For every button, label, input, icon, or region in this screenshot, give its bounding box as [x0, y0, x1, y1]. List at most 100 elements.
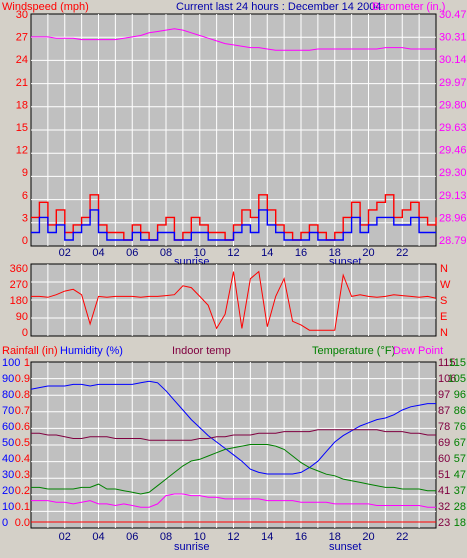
temperature-ticks: 115 105 96 86 76 67 57 47 37 28 18 [448, 357, 466, 529]
indoor-temp-tick: 51 [438, 469, 450, 481]
humidity-tick: 0 [2, 517, 8, 529]
temperature-tick: 67 [454, 437, 466, 449]
direction-degree-ticks: 360 270 180 90 0 [10, 263, 28, 339]
temperature-tick: 96 [454, 389, 466, 401]
direction-compass-tick: W [440, 279, 451, 291]
bottom-time-tick: 12 [227, 531, 239, 543]
indoor-temp-tick: 41 [438, 485, 450, 497]
barometer-tick: 30.47 [439, 9, 467, 21]
top-time-tick: 16 [295, 247, 307, 259]
humidity-tick: 30 [2, 469, 14, 481]
rainfall-tick: 0.1 [15, 501, 30, 513]
barometer-tick: 30.14 [439, 54, 467, 66]
temperature-series [31, 444, 436, 495]
indoor-temp-tick: 97 [438, 389, 450, 401]
windspeed-tick: 15 [16, 122, 28, 134]
windspeed-tick: 30 [16, 9, 28, 21]
indoor-temp-tick: 23 [438, 517, 450, 529]
top-time-ticks: 02 04 06 08 10 12 14 16 18 20 22 [59, 247, 409, 259]
bottom-time-tick: 18 [329, 531, 341, 543]
barometer-tick: 30.31 [439, 32, 467, 44]
barometer-tick: 29.63 [439, 122, 467, 134]
indoor-temp-tick: 32 [438, 501, 450, 513]
indoor-temp-tick: 106 [438, 373, 456, 385]
barometer-axis-label: Barometer (in.) [372, 1, 445, 13]
barometer-tick: 28.79 [439, 235, 467, 247]
direction-degree-tick: 360 [10, 263, 28, 275]
rainfall-tick: 0.8 [15, 389, 30, 401]
barometer-tick: 29.97 [439, 77, 467, 89]
windspeed-tick: 0 [22, 235, 28, 247]
temperature-axis-label: Temperature (°F) [312, 345, 395, 357]
bottom-time-tick: 02 [59, 531, 71, 543]
direction-compass-tick: N [440, 263, 448, 275]
humidity-tick: 40 [2, 453, 14, 465]
windspeed-tick: 9 [22, 167, 28, 179]
indoor-temp-tick: 78 [438, 421, 450, 433]
top-time-tick: 20 [362, 247, 374, 259]
rainfall-tick: 0.4 [15, 453, 30, 465]
windspeed-tick: 3 [22, 212, 28, 224]
direction-degree-tick: 270 [10, 279, 28, 291]
top-time-tick: 10 [194, 247, 206, 259]
humidity-tick: 90 [2, 373, 14, 385]
windspeed-tick: 6 [22, 190, 28, 202]
temperature-tick: 86 [454, 405, 466, 417]
bottom-series [30, 380, 436, 523]
bottom-time-tick: 16 [295, 531, 307, 543]
humidity-tick: 20 [2, 485, 14, 497]
barometer-ticks: 30.47 30.31 30.14 29.97 29.80 29.63 29.46 29.30… [439, 9, 467, 247]
windspeed-axis-label: Windspeed (mph) [2, 1, 89, 13]
wind-barometer-panel: Windspeed (mph) Current last 24 hours : … [2, 1, 467, 268]
humidity-tick: 80 [2, 389, 14, 401]
windspeed-tick: 12 [16, 145, 28, 157]
rainfall-ticks: 1 0.9 0.8 0.7 0.6 0.5 0.4 0.3 0.2 0.1 0.0 [15, 357, 30, 529]
temperature-tick: 28 [454, 501, 466, 513]
windspeed-tick: 18 [16, 99, 28, 111]
mid-grid [31, 264, 436, 336]
top-time-tick: 08 [160, 247, 172, 259]
indoor-temp-tick: 69 [438, 437, 450, 449]
temperature-tick: 115 [448, 357, 466, 369]
windspeed-tick: 27 [16, 32, 28, 44]
rainfall-tick: 0.7 [15, 405, 30, 417]
humidity-tick: 60 [2, 421, 14, 433]
bottom-sunrise-label: sunrise [174, 541, 209, 553]
windspeed-tick: 24 [16, 54, 28, 66]
indoor-temp-series [31, 429, 436, 441]
rainfall-tick: 0.9 [15, 373, 30, 385]
wind-direction-series [31, 270, 437, 331]
temperature-tick: 57 [454, 453, 466, 465]
rainfall-tick: 0.3 [15, 469, 30, 481]
bot-grid [31, 362, 436, 528]
top-time-tick: 18 [329, 247, 341, 259]
rainfall-tick: 0.6 [15, 421, 30, 433]
barometer-tick: 29.13 [439, 190, 467, 202]
temperature-tick: 37 [454, 485, 466, 497]
barometer-tick: 29.30 [439, 167, 467, 179]
indoor-temp-tick: 115 [438, 357, 456, 369]
top-time-tick: 02 [59, 247, 71, 259]
barometer-series [31, 28, 436, 51]
bottom-sunset-label: sunset [329, 541, 361, 553]
direction-compass-tick: S [440, 295, 447, 307]
humidity-tick: 70 [2, 405, 14, 417]
top-time-tick: 12 [227, 247, 239, 259]
bottom-time-ticks: 02 04 06 08 10 12 14 16 18 20 22 [59, 531, 409, 543]
bottom-time-tick: 14 [261, 531, 273, 543]
humidity-tick: 10 [2, 501, 14, 513]
rainfall-tick: 0.2 [15, 485, 30, 497]
direction-degree-tick: 90 [16, 311, 28, 323]
bottom-time-tick: 06 [126, 531, 138, 543]
rainfall-tick: 1 [24, 357, 30, 369]
top-time-tick: 14 [261, 247, 273, 259]
rainfall-axis-label: Rainfall (in) [2, 345, 58, 357]
indoor-temp-tick: 60 [438, 453, 450, 465]
humidity-series [30, 380, 436, 475]
direction-degree-tick: 0 [22, 327, 28, 339]
